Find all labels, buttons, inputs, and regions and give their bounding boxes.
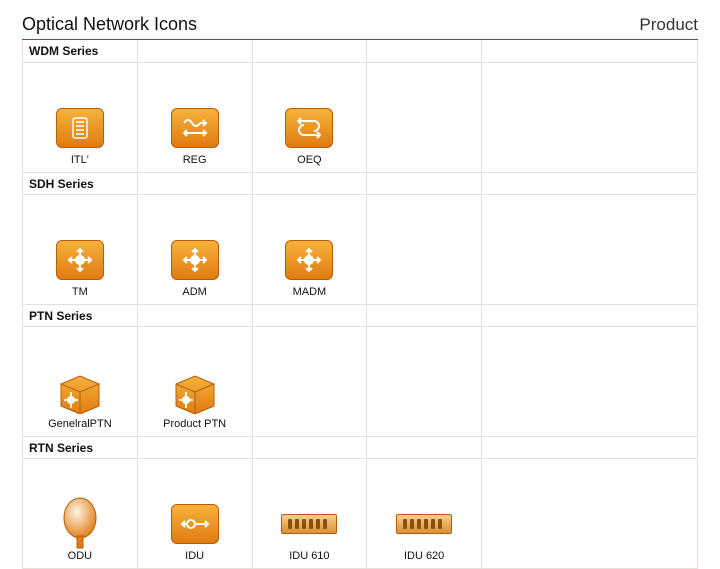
idu620-label: IDU 620	[404, 550, 444, 562]
madm-label: MADM	[293, 286, 327, 298]
series-header-rtn: RTN Series	[23, 437, 137, 457]
oeq-label: OEQ	[297, 154, 321, 166]
itl-label: ITL'	[71, 154, 89, 166]
itl-icon	[52, 106, 108, 150]
tm-label: TM	[72, 286, 88, 298]
page-subtitle: Product	[639, 15, 698, 35]
series-header-sdh: SDH Series	[23, 173, 137, 193]
page-header: Optical Network Icons Product	[22, 14, 698, 40]
adm-icon	[167, 238, 223, 282]
adm-label: ADM	[182, 286, 206, 298]
odu-icon	[52, 502, 108, 546]
page-title: Optical Network Icons	[22, 14, 197, 35]
oeq-icon	[281, 106, 337, 150]
series-header-wdm: WDM Series	[23, 40, 137, 60]
idu610-icon	[281, 502, 337, 546]
idu620-icon	[396, 502, 452, 546]
madm-icon	[281, 238, 337, 282]
series-header-ptn: PTN Series	[23, 305, 137, 325]
idu-icon	[167, 502, 223, 546]
ptn-product-label: Product PTN	[163, 418, 226, 430]
ptn-product-icon	[167, 370, 223, 414]
idu610-label: IDU 610	[289, 550, 329, 562]
ptn-general-icon	[52, 370, 108, 414]
odu-label: ODU	[68, 550, 92, 562]
reg-label: REG	[183, 154, 207, 166]
tm-icon	[52, 238, 108, 282]
icon-grid: WDM Series ITL' REG OEQ	[22, 40, 698, 569]
ptn-general-label: GenelralPTN	[48, 418, 112, 430]
reg-icon	[167, 106, 223, 150]
idu-label: IDU	[185, 550, 204, 562]
